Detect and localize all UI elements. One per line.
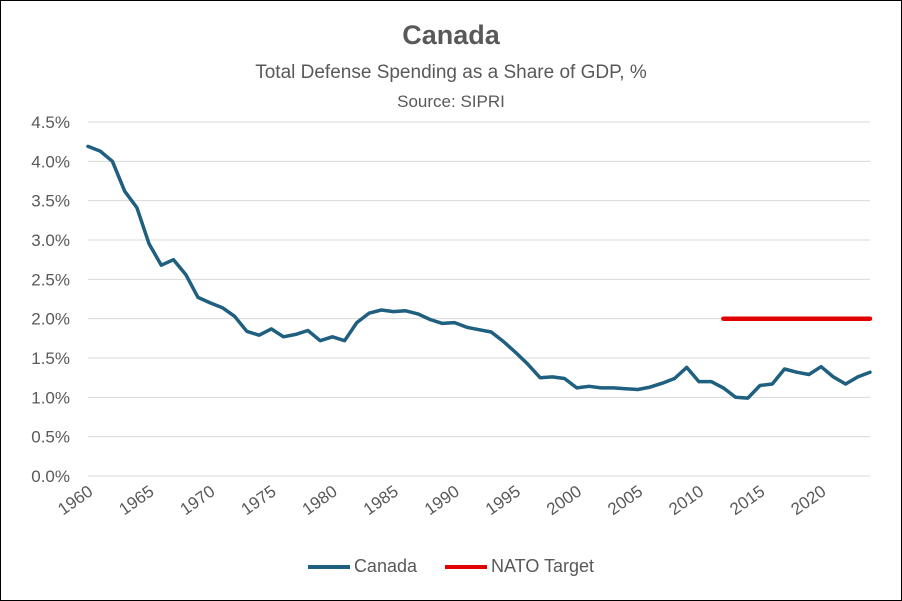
x-tick-label: 2000 [543, 482, 585, 519]
legend-item-canada: Canada [307, 556, 417, 577]
y-tick-label: 3.0% [31, 231, 70, 250]
legend-label-canada: Canada [353, 556, 417, 576]
y-tick-label: 2.5% [31, 270, 70, 289]
y-tick-label: 4.0% [31, 152, 70, 171]
x-tick-label: 2010 [665, 482, 707, 519]
y-tick-label: 0.5% [31, 428, 70, 447]
x-tick-label: 1965 [116, 482, 158, 519]
chart-title: Canada [402, 20, 500, 50]
legend: Canada NATO Target [0, 556, 902, 577]
y-tick-label: 3.5% [31, 192, 70, 211]
legend-swatch-nato-target [445, 564, 487, 569]
x-tick-label: 1995 [482, 482, 524, 519]
y-tick-label: 0.0% [31, 467, 70, 486]
x-tick-label: 1960 [54, 482, 96, 519]
y-tick-label: 2.0% [31, 310, 70, 329]
chart-source: Source: SIPRI [397, 92, 505, 111]
series-line-canada [86, 144, 872, 400]
series-lines [86, 144, 873, 400]
legend-label-nato-target: NATO Target [491, 556, 595, 576]
chart-subtitle: Total Defense Spending as a Share of GDP… [255, 62, 647, 83]
x-tick-label: 1970 [177, 482, 219, 519]
x-axis-ticks: 1960 1965 1970 1975 1980 1985 1990 1995 2000 2005… [54, 482, 829, 519]
x-tick-label: 1990 [421, 482, 463, 519]
y-tick-label: 1.5% [31, 349, 70, 368]
x-tick-label: 1980 [299, 482, 341, 519]
x-tick-label: 1975 [238, 482, 280, 519]
y-axis-ticks: 0.0% 0.5% 1.0% 1.5% 2.0% 2.5% 3.0% 3.5% 4.0% 4.5% [31, 113, 70, 486]
y-tick-label: 4.5% [31, 113, 70, 132]
y-tick-label: 1.0% [31, 388, 70, 407]
x-tick-label: 2005 [604, 482, 646, 519]
x-tick-label: 1985 [360, 482, 402, 519]
legend-item-nato-target: NATO Target [445, 556, 594, 577]
x-tick-label: 2015 [726, 482, 768, 519]
x-tick-label: 2020 [788, 482, 830, 519]
legend-swatch-canada [307, 564, 350, 569]
